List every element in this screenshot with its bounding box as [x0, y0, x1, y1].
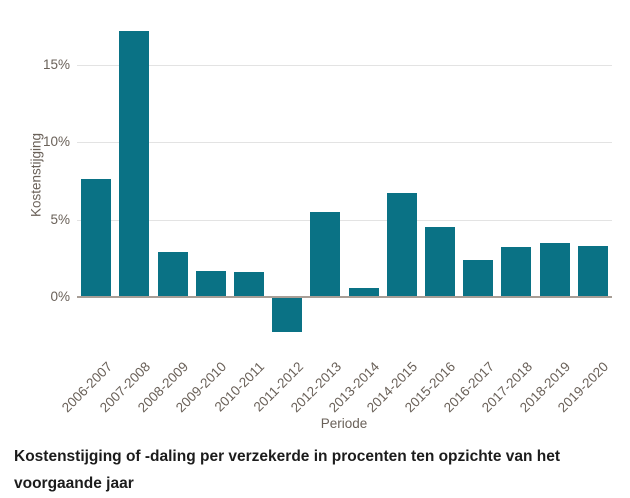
caption-line-2: voorgaande jaar: [14, 475, 134, 492]
chart-caption: Kostenstijging of -daling per verzekerde…: [14, 443, 616, 497]
bar-2013-2014[interactable]: [348, 287, 379, 297]
bar-2006-2007[interactable]: [81, 179, 112, 297]
bar-2014-2015[interactable]: [386, 193, 417, 297]
caption-line-1: Kostenstijging of -daling per verzekerde…: [14, 448, 561, 465]
y-tick-label-10: 10%: [42, 134, 70, 150]
gridline-15: [77, 64, 612, 66]
y-tick-label-5: 5%: [50, 211, 70, 227]
bar-2017-2018[interactable]: [501, 247, 532, 297]
x-axis-zero-line: [77, 296, 612, 298]
bar-2016-2017[interactable]: [463, 259, 494, 297]
y-tick-label-15: 15%: [42, 56, 70, 72]
gridline-5: [77, 219, 612, 221]
bar-2010-2011[interactable]: [233, 272, 264, 297]
x-axis-title: Periode: [320, 416, 368, 431]
bar-2011-2012[interactable]: [272, 298, 303, 333]
bar-2008-2009[interactable]: [157, 252, 188, 297]
gridline-10: [77, 142, 612, 144]
bar-2009-2010[interactable]: [195, 270, 226, 297]
bar-2018-2019[interactable]: [539, 242, 570, 297]
bar-2019-2020[interactable]: [577, 245, 608, 297]
y-tick-label-0: 0%: [50, 289, 70, 304]
bar-2012-2013[interactable]: [310, 211, 341, 297]
bar-2007-2008[interactable]: [119, 30, 150, 297]
bar-2015-2016[interactable]: [425, 227, 456, 297]
